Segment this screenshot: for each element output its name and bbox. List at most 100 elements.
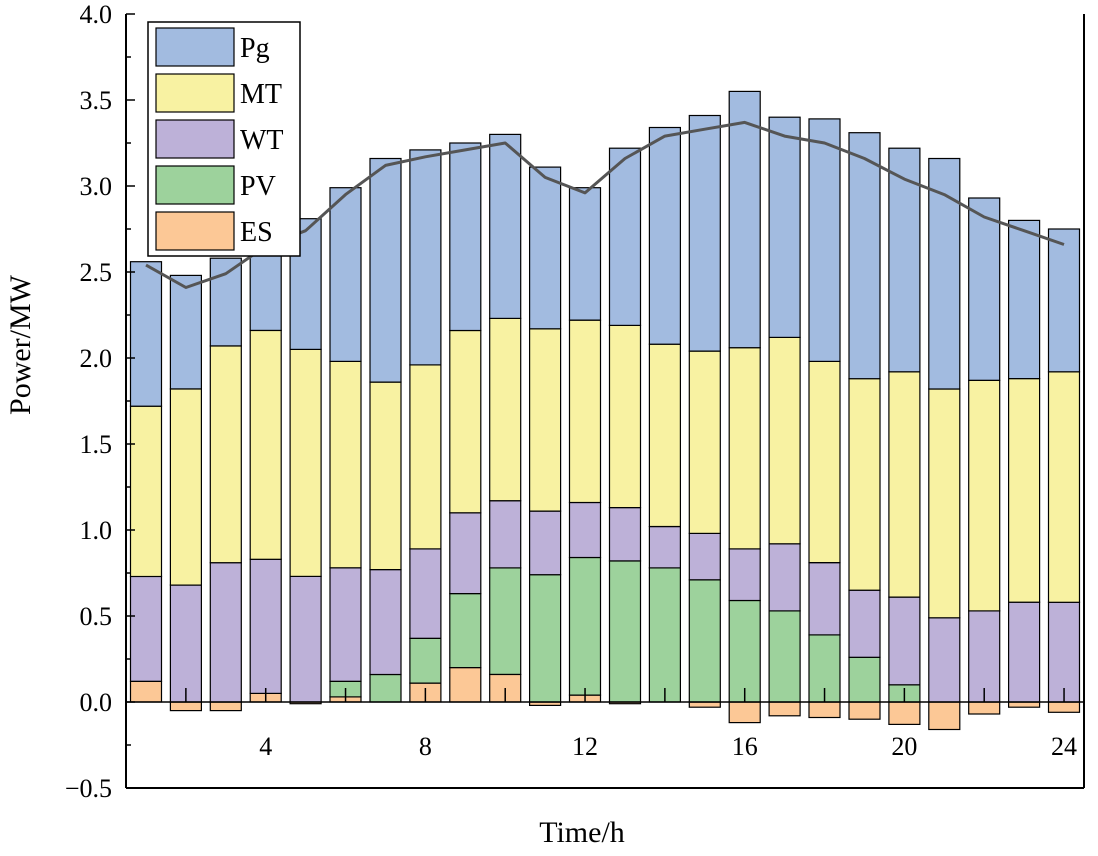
bar-wt-h3 [209, 562, 242, 703]
legend-label-pv: PV [240, 171, 276, 202]
legend-swatch-pg [155, 27, 235, 67]
bar-mt-h9 [449, 329, 482, 514]
x-tick-label: 20 [891, 732, 917, 761]
x-tick-label: 16 [732, 732, 758, 761]
bar-pg-h2 [169, 274, 202, 390]
bar-mt-h11 [528, 328, 562, 512]
bar-pg-h10 [489, 133, 522, 319]
bar-pv-h10 [489, 567, 522, 675]
bar-mt-h3 [209, 345, 242, 564]
bar-pg-h8 [409, 149, 442, 366]
legend-label-es: ES [240, 217, 273, 248]
bar-mt-h24 [1047, 371, 1081, 603]
bar-mt-h22 [968, 379, 1001, 612]
bar-wt-h2 [169, 584, 202, 703]
bar-mt-h19 [848, 378, 881, 591]
bar-wt-h7 [369, 568, 402, 676]
bar-pg-h16 [728, 90, 761, 349]
bars-layer [129, 90, 1081, 731]
bar-mt-h4 [249, 329, 282, 560]
bar-es-h15 [688, 701, 721, 708]
bar-wt-h23 [1007, 601, 1041, 703]
x-tick-label: 12 [572, 732, 598, 761]
bar-wt-h22 [968, 610, 1001, 703]
legend-label-mt: MT [240, 79, 282, 110]
bar-es-h22 [968, 701, 1001, 715]
y-tick-label: 4.0 [80, 0, 113, 29]
bar-es-h19 [848, 701, 881, 720]
bar-pg-h14 [648, 126, 682, 345]
legend-label-wt: WT [240, 125, 284, 156]
bar-mt-h23 [1007, 378, 1041, 603]
bar-wt-h16 [728, 548, 761, 602]
y-tick-label: 2.5 [80, 258, 113, 287]
bar-mt-h8 [409, 364, 442, 550]
y-tick-label: 2.0 [80, 344, 113, 373]
bar-wt-h6 [329, 567, 362, 682]
y-tick-label: 0.0 [80, 688, 113, 717]
y-axis-title: Power/MW [4, 274, 37, 415]
bar-es-h2 [169, 701, 202, 712]
bar-mt-h2 [169, 388, 202, 586]
bar-mt-h13 [608, 324, 642, 509]
legend-swatch-pv [155, 165, 235, 205]
bar-wt-h21 [928, 617, 961, 703]
legend: Pg MT WT PV ES [147, 21, 301, 257]
legend-label-pg: Pg [240, 33, 270, 64]
bar-wt-h17 [768, 543, 801, 612]
bar-pv-h16 [728, 599, 761, 703]
bar-wt-h12 [568, 501, 602, 559]
bar-es-h3 [209, 701, 242, 712]
y-tick-label: 1.0 [80, 516, 113, 545]
legend-swatch-es [155, 211, 235, 251]
legend-swatch-wt [155, 119, 235, 159]
bar-wt-h8 [409, 548, 442, 639]
legend-swatch-mt [155, 73, 235, 113]
bar-mt-h1 [129, 405, 163, 578]
bar-wt-h24 [1047, 601, 1081, 703]
bar-pg-h22 [968, 197, 1001, 381]
bar-pg-h12 [568, 187, 602, 321]
bar-pg-h9 [449, 142, 482, 332]
bar-mt-h12 [568, 319, 602, 504]
x-tick-label: 4 [259, 732, 272, 761]
y-tick-label: 1.5 [80, 430, 113, 459]
bar-pv-h9 [449, 592, 482, 669]
bar-pv-h8 [409, 637, 442, 684]
bar-mt-h20 [888, 371, 921, 598]
bar-pg-h20 [888, 147, 921, 373]
bar-pg-h13 [608, 147, 642, 326]
bar-pg-h6 [329, 187, 362, 362]
bar-es-h1 [129, 680, 163, 703]
bar-pg-h5 [289, 218, 322, 350]
x-axis-title: Time/h [539, 816, 625, 849]
bar-pv-h14 [648, 567, 682, 703]
y-tick-label: 3.5 [80, 86, 113, 115]
bar-es-h21 [928, 701, 961, 731]
x-tick-label: 24 [1051, 732, 1077, 761]
bar-wt-h4 [249, 558, 282, 695]
bar-mt-h5 [289, 348, 322, 577]
bar-wt-h14 [648, 525, 682, 569]
bar-mt-h10 [489, 317, 522, 502]
y-tick-label: 0.5 [80, 602, 113, 631]
bar-pg-h11 [528, 166, 562, 330]
bar-pg-h18 [808, 118, 841, 363]
bar-pg-h1 [129, 261, 163, 407]
y-tick-label: 3.0 [80, 172, 113, 201]
bar-mt-h17 [768, 336, 801, 545]
bar-es-h9 [449, 666, 482, 703]
bar-wt-h19 [848, 589, 881, 658]
bar-mt-h15 [688, 350, 721, 535]
bar-wt-h15 [688, 532, 721, 581]
bar-wt-h1 [129, 575, 163, 682]
bar-es-h20 [888, 701, 921, 725]
bar-pg-h24 [1047, 228, 1081, 373]
bar-wt-h5 [289, 575, 322, 703]
bar-mt-h18 [808, 360, 841, 564]
bar-pg-h15 [688, 114, 721, 352]
bar-pg-h17 [768, 116, 801, 338]
bar-mt-h6 [329, 360, 362, 569]
bar-pg-h23 [1007, 219, 1041, 380]
